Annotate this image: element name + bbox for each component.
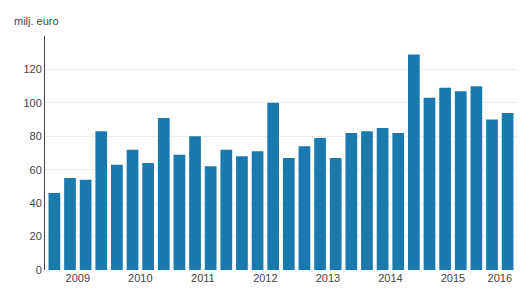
svg-text:2013: 2013: [316, 272, 340, 284]
svg-text:120: 120: [23, 63, 41, 75]
svg-text:milj. euro: milj. euro: [14, 15, 59, 27]
svg-text:2015: 2015: [441, 272, 465, 284]
svg-text:2014: 2014: [378, 272, 402, 284]
svg-text:2011: 2011: [191, 272, 215, 284]
svg-text:2012: 2012: [253, 272, 277, 284]
svg-text:40: 40: [30, 197, 42, 209]
svg-text:2016: 2016: [488, 272, 512, 284]
svg-text:0: 0: [36, 264, 42, 276]
svg-text:80: 80: [30, 130, 42, 142]
svg-text:2010: 2010: [128, 272, 152, 284]
svg-text:60: 60: [30, 164, 42, 176]
svg-text:20: 20: [30, 230, 42, 242]
svg-text:100: 100: [23, 97, 41, 109]
svg-text:2009: 2009: [66, 272, 90, 284]
